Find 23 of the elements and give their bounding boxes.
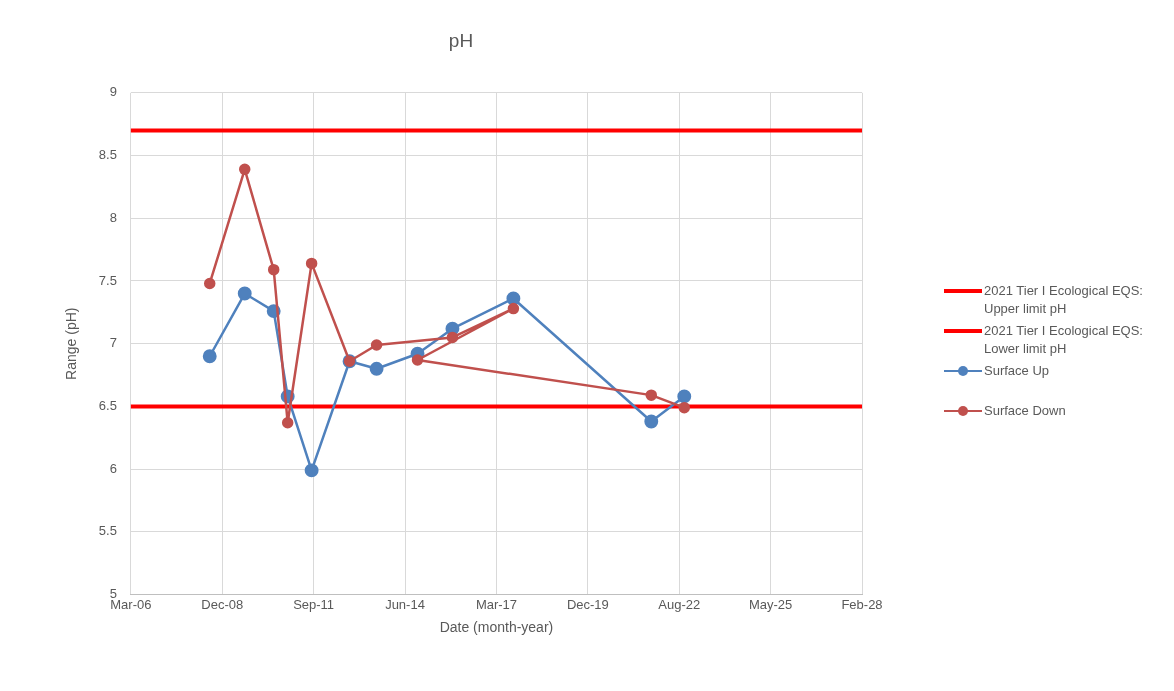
x-tick-label: Feb-28 (841, 596, 883, 612)
legend-label: 2021 Tier I Ecological EQS: Upper limit pH (984, 282, 1144, 318)
x-tick-label: Mar-17 (475, 596, 518, 612)
y-tick-label: 5.5 (98, 523, 117, 539)
x-tick-label: Dec-19 (566, 596, 609, 612)
legend-label: Surface Down (984, 402, 1066, 420)
x-tick-label: Jun-14 (385, 596, 425, 612)
y-tick-label: 8.5 (98, 147, 117, 163)
y-tick-label: 9 (109, 84, 117, 100)
y-axis-title: Range (pH) (63, 307, 80, 380)
legend-label: 2021 Tier I Ecological EQS: Lower limit pH (984, 322, 1144, 358)
legend-label: Surface Up (984, 362, 1050, 380)
x-tick-label: May-25 (748, 596, 793, 612)
chart-title: pH (448, 29, 474, 51)
x-tick-label: Sep-11 (293, 596, 335, 612)
y-tick-label: 8 (109, 209, 117, 225)
y-tick-label: 6.5 (98, 398, 117, 413)
y-tick-label: 7.5 (98, 272, 117, 288)
x-axis-title: Date (month-year) (439, 619, 554, 636)
x-tick-label: Dec-08 (201, 596, 244, 612)
y-tick-label: 7 (109, 335, 117, 351)
x-tick-label: Aug-22 (658, 596, 701, 612)
y-tick-label: 6 (109, 460, 117, 476)
